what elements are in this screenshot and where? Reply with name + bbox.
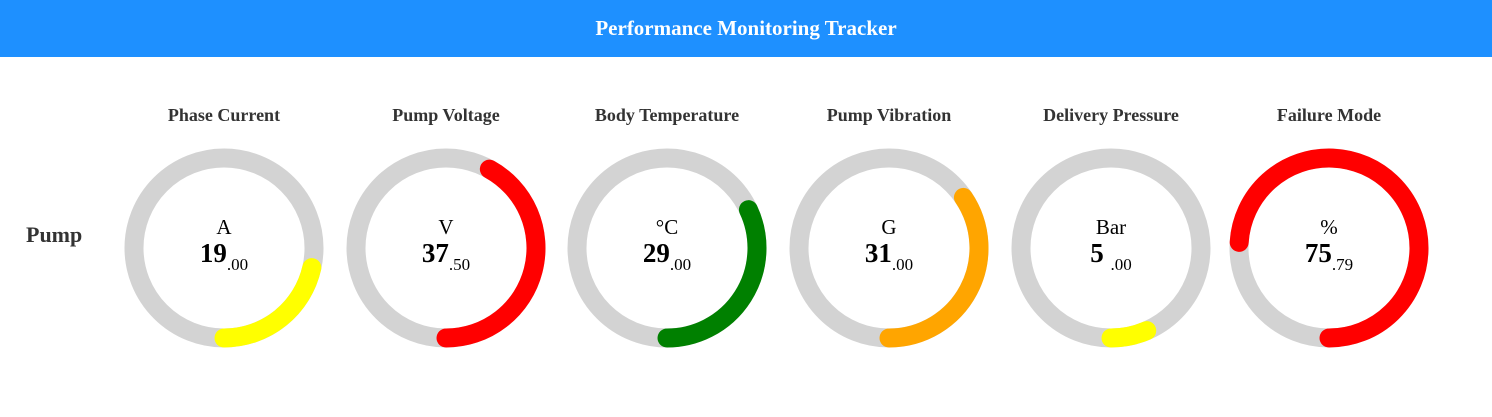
gauge-title: Phase Current — [167, 105, 281, 125]
gauge-title: Body Temperature — [594, 105, 740, 125]
gauge-body-temperature: Body Temperature °C 29.00 — [562, 105, 772, 355]
gauge-value-integer: 29 — [642, 238, 670, 268]
gauge-value-arc — [436, 159, 546, 348]
gauge-value-decimal: .50 — [448, 255, 471, 274]
gauge-pump-vibration: Pump Vibration G 31.00 — [784, 105, 994, 355]
gauge-ring — [346, 148, 546, 348]
gauge-ring — [124, 148, 324, 348]
gauge-value-decimal: .00 — [669, 255, 692, 274]
gauge-value: 75.79 — [1224, 238, 1434, 274]
gauge-value-integer: 75 — [1304, 238, 1332, 268]
gauge-value-arc — [1101, 321, 1157, 348]
gauge-value-integer: 37 — [421, 238, 449, 268]
gauge-pump-voltage: Pump Voltage V 37.50 — [341, 105, 551, 355]
gauge-value-decimal: .00 — [226, 255, 249, 274]
gauge-delivery-pressure: Delivery Pressure Bar 5 .00 — [1006, 105, 1216, 355]
gauge-value-decimal: .00 — [891, 255, 914, 274]
gauge-value-arc — [214, 258, 322, 348]
row-label-pump: Pump — [26, 222, 83, 247]
gauge-value-integer: 31 — [864, 238, 892, 268]
gauge-title: Pump Vibration — [826, 105, 952, 125]
gauge-value: 5 .00 — [1006, 238, 1216, 274]
gauge-value: 29.00 — [562, 238, 772, 274]
gauge-value: 19.00 — [119, 238, 329, 274]
gauge-value-decimal: .00 — [1110, 255, 1132, 274]
gauge-value-arc — [879, 187, 989, 348]
gauge-unit: °C — [655, 215, 679, 239]
gauge-value-integer: 5 — [1090, 238, 1111, 268]
gauge-value-arc — [1229, 148, 1429, 348]
gauge-value: 37.50 — [341, 238, 551, 274]
gauge-unit: G — [881, 215, 897, 239]
gauge-unit: Bar — [1095, 215, 1127, 239]
gauge-value-integer: 19 — [199, 238, 227, 268]
gauge-ring — [567, 148, 767, 348]
page-title: Performance Monitoring Tracker — [595, 16, 897, 40]
gauge-ring — [789, 148, 989, 348]
gauge-unit: A — [216, 215, 232, 239]
gauge-ring — [1229, 148, 1429, 348]
gauge-failure-mode: Failure Mode% 75.79 — [1224, 105, 1434, 355]
gauge-title: Failure Mode — [1276, 105, 1382, 125]
gauge-value-arc — [657, 200, 767, 348]
page-header: Performance Monitoring Tracker — [0, 0, 1492, 57]
gauge-ring — [1011, 148, 1211, 348]
gauge-value: 31.00 — [784, 238, 994, 274]
gauge-title: Pump Voltage — [392, 105, 500, 125]
gauge-unit: V — [438, 215, 454, 239]
gauge-title: Delivery Pressure — [1043, 105, 1179, 125]
gauge-phase-current: Phase Current A 19.00 — [119, 105, 329, 355]
gauge-value-decimal: .79 — [1331, 255, 1354, 274]
gauge-unit: % — [1320, 215, 1338, 239]
